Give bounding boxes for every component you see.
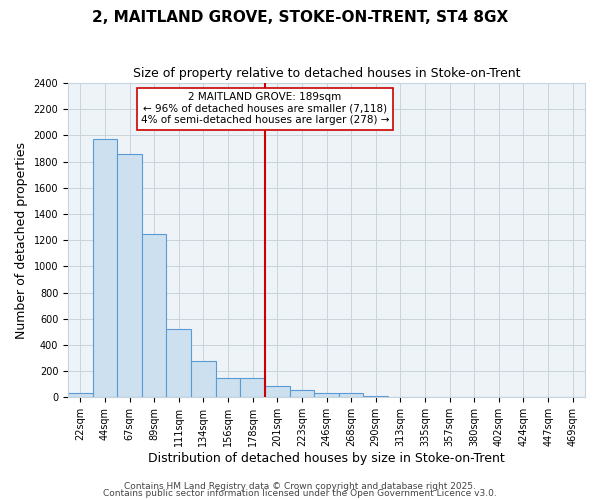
Y-axis label: Number of detached properties: Number of detached properties <box>15 142 28 338</box>
Bar <box>117 154 142 398</box>
Bar <box>241 378 265 398</box>
Bar <box>92 140 117 398</box>
X-axis label: Distribution of detached houses by size in Stoke-on-Trent: Distribution of detached houses by size … <box>148 452 505 465</box>
Text: Contains HM Land Registry data © Crown copyright and database right 2025.: Contains HM Land Registry data © Crown c… <box>124 482 476 491</box>
Bar <box>339 393 364 398</box>
Bar <box>216 378 241 398</box>
Text: Contains public sector information licensed under the Open Government Licence v3: Contains public sector information licen… <box>103 490 497 498</box>
Bar <box>68 394 92 398</box>
Bar <box>191 360 216 398</box>
Title: Size of property relative to detached houses in Stoke-on-Trent: Size of property relative to detached ho… <box>133 68 520 80</box>
Bar <box>314 393 339 398</box>
Bar <box>364 396 388 398</box>
Bar <box>388 396 413 398</box>
Bar <box>265 386 290 398</box>
Bar <box>166 330 191 398</box>
Text: 2, MAITLAND GROVE, STOKE-ON-TRENT, ST4 8GX: 2, MAITLAND GROVE, STOKE-ON-TRENT, ST4 8… <box>92 10 508 25</box>
Bar <box>142 234 166 398</box>
Text: 2 MAITLAND GROVE: 189sqm
← 96% of detached houses are smaller (7,118)
4% of semi: 2 MAITLAND GROVE: 189sqm ← 96% of detach… <box>141 92 389 126</box>
Bar <box>290 390 314 398</box>
